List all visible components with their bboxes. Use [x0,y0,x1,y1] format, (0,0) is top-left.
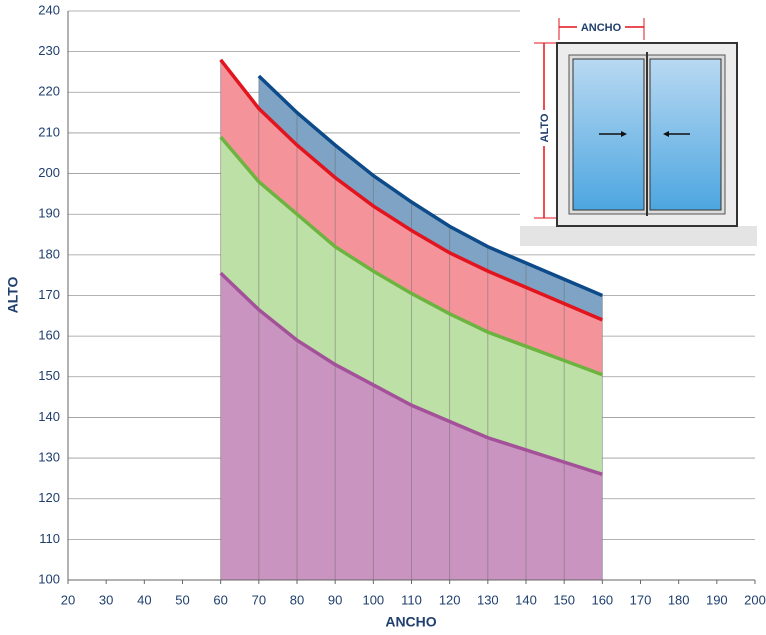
x-tick-label: 90 [328,592,342,607]
plot [67,10,756,584]
y-tick-label: 140 [38,409,60,424]
x-tick-label: 160 [591,592,613,607]
series-line [257,74,604,298]
x-tick-label: 180 [668,592,690,607]
x-tick-label: 50 [175,592,189,607]
y-tick-label: 230 [38,43,60,58]
y-tick-label: 100 [38,571,60,586]
y-tick-label: 180 [38,246,60,261]
y-tick-label: 110 [39,531,60,546]
x-tick-label: 100 [362,592,384,607]
x-tick-label: 190 [706,592,728,607]
x-tick-label: 60 [213,592,227,607]
window-inset: ANCHO ALTO [520,10,757,246]
x-tick-label: 120 [439,592,461,607]
y-tick-label: 150 [38,368,60,383]
y-tick-label: 160 [38,328,60,343]
x-tick-label: 150 [553,592,575,607]
x-tick-label: 20 [61,592,75,607]
x-tick-label: 140 [515,592,537,607]
series-line [219,58,604,322]
x-tick-label: 110 [401,592,422,607]
x-axis-label: ANCHO [385,614,436,630]
y-axis-label: ALTO [5,276,21,313]
x-tick-label: 70 [252,592,266,607]
y-tick-label: 210 [38,124,60,139]
x-tick-label: 200 [744,592,766,607]
y-tick-label: 220 [38,84,60,99]
y-tick-label: 130 [38,450,60,465]
y-tick-label: 120 [38,490,60,505]
inset-height-label: ALTO [539,113,551,142]
x-tick-label: 40 [137,592,151,607]
series-line [219,135,603,377]
inset-width-label: ANCHO [581,22,622,34]
area-fill [220,59,603,375]
x-tick-label: 80 [290,592,304,607]
x-tick-label: 130 [477,592,499,607]
y-tick-label: 190 [38,206,60,221]
x-tick-label: 30 [99,592,113,607]
x-tick-label: 170 [630,592,652,607]
y-tick-label: 240 [38,2,60,17]
series-line [219,271,603,476]
y-tick-label: 170 [38,287,60,302]
y-tick-label: 200 [38,165,60,180]
